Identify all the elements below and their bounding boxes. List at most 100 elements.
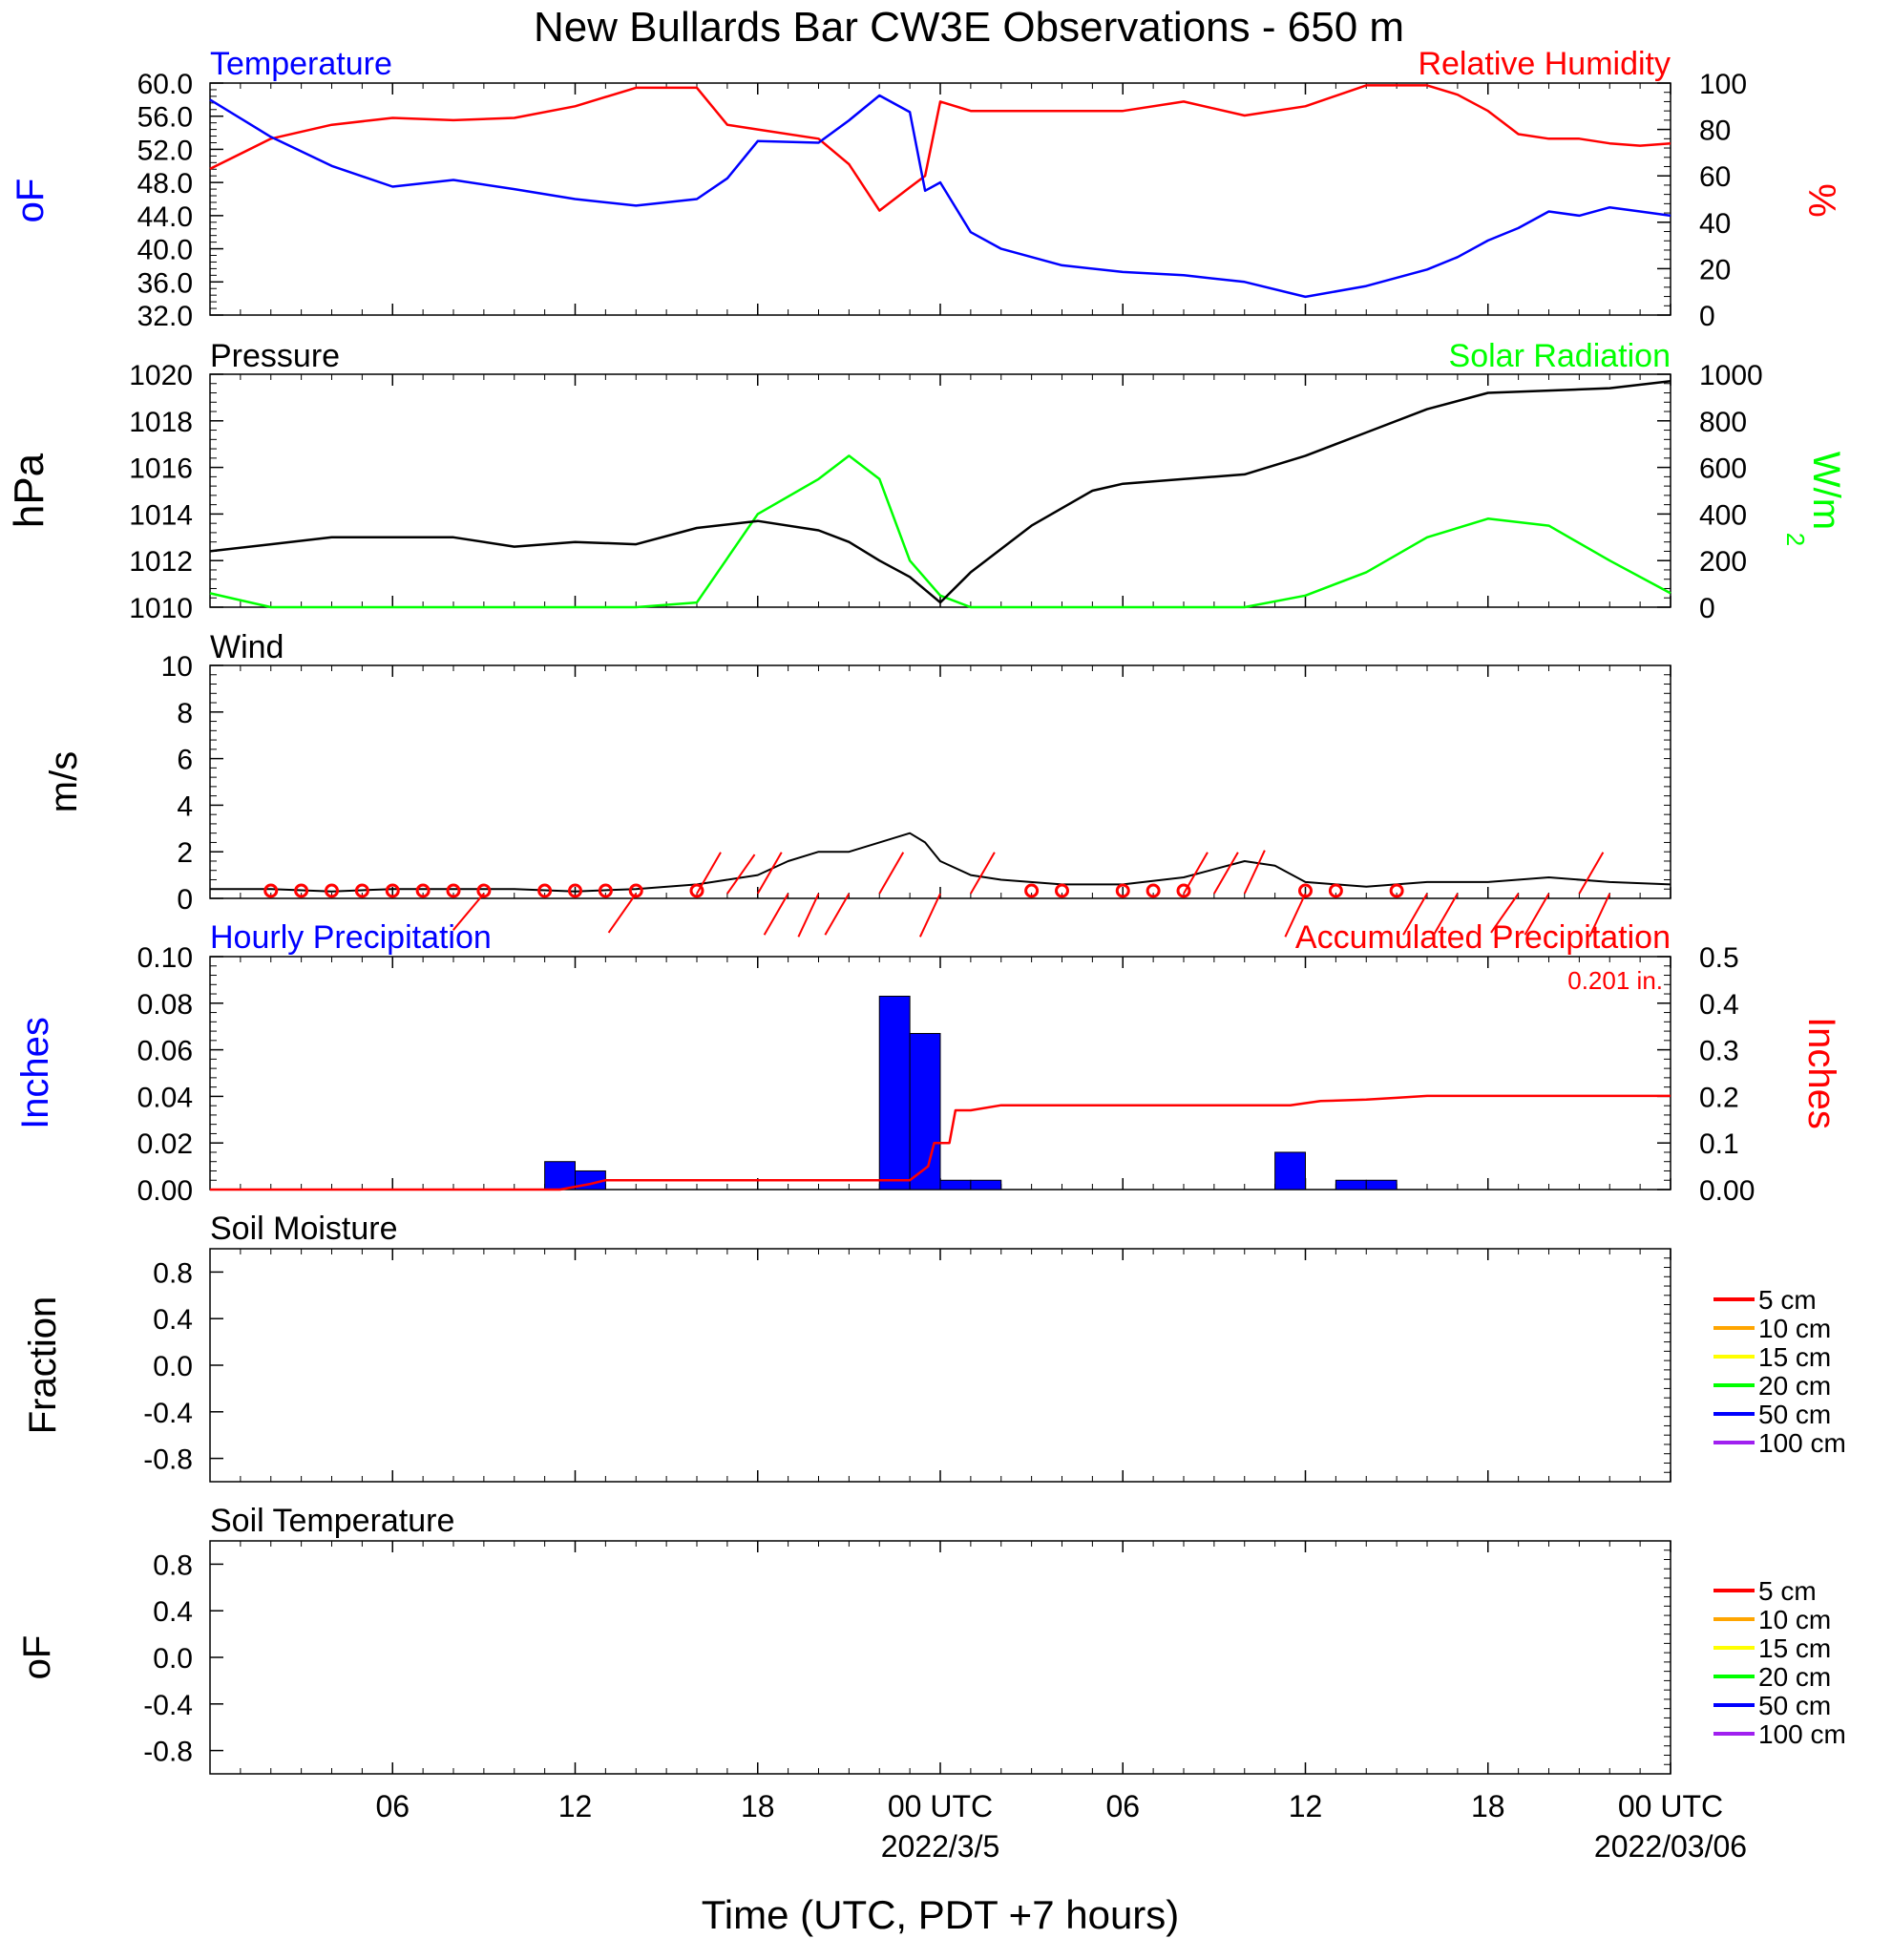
x-axis-title: Time (UTC, PDT +7 hours) bbox=[702, 1892, 1180, 1937]
hourly-precip-unit-label: Inches bbox=[14, 1017, 56, 1129]
wind-calm-marker bbox=[1146, 883, 1161, 898]
soil-moisture-legend-label: 50 cm bbox=[1758, 1400, 1831, 1429]
wind-calm-marker bbox=[476, 883, 492, 898]
wind-unit-label: m/s bbox=[43, 751, 85, 812]
temp-panel-frame bbox=[209, 82, 1671, 316]
temp-panel-y2-tick-label: 60 bbox=[1699, 161, 1731, 193]
soil-moisture-label: Soil Moisture bbox=[210, 1211, 398, 1247]
x-tick-label: 06 bbox=[1105, 1789, 1140, 1823]
temperature-series-line bbox=[209, 94, 1671, 299]
wind-calm-marker bbox=[1115, 883, 1130, 898]
hourly-precip-bar bbox=[878, 995, 911, 1191]
wind-barb bbox=[696, 852, 722, 895]
soil-temp-y-tick-label: 0.0 bbox=[153, 1643, 193, 1675]
precip-panel-y2-tick-label: 0.2 bbox=[1699, 1082, 1739, 1113]
solar-radiation-series-line bbox=[209, 454, 1671, 609]
wind-calm-marker bbox=[1389, 883, 1404, 898]
pressure-panel-y-tick-label: 1018 bbox=[129, 407, 193, 438]
precip-panel-y2-tick-label: 0.1 bbox=[1699, 1128, 1739, 1160]
accumulated-precip-label: Accumulated Precipitation bbox=[1295, 919, 1671, 956]
wind-barb bbox=[824, 893, 851, 936]
wind-barb bbox=[878, 852, 905, 895]
hourly-precip-bar bbox=[1335, 1179, 1367, 1191]
soil-moisture-legend-label: 100 cm bbox=[1758, 1428, 1846, 1458]
temp-panel-y2-tick-label: 0 bbox=[1699, 301, 1715, 332]
wind-calm-marker bbox=[598, 883, 613, 898]
wind-calm-marker bbox=[354, 883, 369, 898]
wind-barb bbox=[452, 893, 485, 931]
precip-panel-y-tick-label: 0.00 bbox=[137, 1175, 193, 1207]
relative-humidity-label: Relative Humidity bbox=[1418, 46, 1671, 82]
temp-panel-y-tick-label: 48.0 bbox=[137, 168, 193, 200]
pressure-panel-y2-tick-label: 1000 bbox=[1699, 360, 1763, 391]
solar-unit-superscript: 2 bbox=[1781, 533, 1810, 546]
precip-panel-y-tick-label: 0.06 bbox=[137, 1036, 193, 1067]
temp-panel-y-tick-label: 56.0 bbox=[137, 102, 193, 134]
soil-moisture-legend-label: 10 cm bbox=[1758, 1314, 1831, 1343]
x-tick-label: 00 UTC bbox=[1618, 1789, 1723, 1823]
wind-calm-marker bbox=[325, 883, 339, 898]
soil-moisture-y-tick-label: 0.0 bbox=[153, 1351, 193, 1382]
wind-panel-y-tick-label: 0 bbox=[177, 884, 193, 916]
pressure-series-line bbox=[209, 380, 1671, 604]
wind-calm-marker bbox=[1055, 883, 1069, 898]
temp-panel-y2-tick-label: 100 bbox=[1699, 69, 1747, 100]
temp-panel-y2-tick-label: 80 bbox=[1699, 116, 1731, 147]
precip-panel-y2-tick-label: 0.5 bbox=[1699, 942, 1739, 974]
wind-barb bbox=[1402, 893, 1428, 936]
temperature-label: Temperature bbox=[210, 46, 392, 82]
accumulated-total-label: 0.201 in. bbox=[1567, 966, 1663, 995]
wind-barb bbox=[756, 852, 783, 895]
wind-panel-y-tick-label: 4 bbox=[177, 790, 193, 822]
pressure-panel-y-tick-label: 1020 bbox=[129, 360, 193, 391]
wind-calm-marker bbox=[628, 883, 643, 898]
wind-calm-marker bbox=[689, 883, 704, 898]
x-date-label: 2022/03/06 bbox=[1594, 1829, 1747, 1864]
soil-moisture-y-tick-label: -0.4 bbox=[143, 1398, 193, 1429]
wind-panel-y-tick-label: 8 bbox=[177, 698, 193, 729]
pressure-panel-y-tick-label: 1010 bbox=[129, 593, 193, 624]
precip-panel-y-tick-label: 0.04 bbox=[137, 1082, 193, 1113]
wind-barb bbox=[918, 893, 941, 938]
x-tick-label: 12 bbox=[558, 1789, 593, 1823]
soil-moisture-y-tick-label: -0.8 bbox=[143, 1444, 193, 1476]
pressure-panel-y-tick-label: 1012 bbox=[129, 546, 193, 578]
rh-unit-label: % bbox=[1800, 183, 1842, 218]
pressure-panel-y2-tick-label: 800 bbox=[1699, 407, 1747, 438]
soil-moisture-unit-label: Fraction bbox=[22, 1296, 64, 1435]
soil-temp-y-tick-label: -0.8 bbox=[143, 1737, 193, 1768]
soil-temp-legend-label: 50 cm bbox=[1758, 1691, 1831, 1720]
soil-temp-legend-label: 20 cm bbox=[1758, 1662, 1831, 1692]
pressure-panel-y2-tick-label: 200 bbox=[1699, 546, 1747, 578]
soil-temp-unit-label: oF bbox=[16, 1635, 58, 1680]
precip-panel-y-tick-label: 0.08 bbox=[137, 989, 193, 1021]
accumulated-precip-line bbox=[210, 1094, 1671, 1191]
soil-temp-legend-label: 10 cm bbox=[1758, 1605, 1831, 1634]
wind-barb bbox=[607, 893, 638, 934]
pressure-panel-y-tick-label: 1016 bbox=[129, 453, 193, 485]
soil-temp-y-tick-label: 0.8 bbox=[153, 1549, 193, 1581]
pressure-label: Pressure bbox=[210, 338, 340, 374]
wind-series-line bbox=[210, 832, 1671, 893]
soil-temp-y-tick-label: -0.4 bbox=[143, 1690, 193, 1721]
hourly-precip-bar bbox=[1365, 1179, 1398, 1191]
wind-barb bbox=[797, 893, 820, 938]
wind-barb bbox=[1284, 893, 1307, 938]
wind-calm-marker bbox=[1328, 883, 1343, 898]
precip-panel-y2-tick-label: 0.4 bbox=[1699, 989, 1739, 1021]
wind-panel-y-tick-label: 6 bbox=[177, 745, 193, 776]
soil-temp-panel-frame bbox=[209, 1540, 1671, 1775]
wind-calm-marker bbox=[415, 883, 431, 898]
temp-panel-y-tick-label: 36.0 bbox=[137, 267, 193, 299]
wind-calm-marker bbox=[1176, 883, 1191, 898]
wind-barb bbox=[1433, 893, 1459, 936]
wind-panel-frame bbox=[209, 664, 1671, 899]
solar-radiation-label: Solar Radiation bbox=[1449, 338, 1671, 374]
wind-calm-marker bbox=[1298, 883, 1313, 898]
x-tick-label: 06 bbox=[375, 1789, 410, 1823]
pressure-panel-frame bbox=[209, 373, 1671, 608]
precip-panel-y2-tick-label: 0.3 bbox=[1699, 1036, 1739, 1067]
temp-panel-y-tick-label: 40.0 bbox=[137, 235, 193, 266]
x-date-label: 2022/3/5 bbox=[881, 1829, 1000, 1864]
hourly-precip-bar bbox=[970, 1179, 1002, 1191]
